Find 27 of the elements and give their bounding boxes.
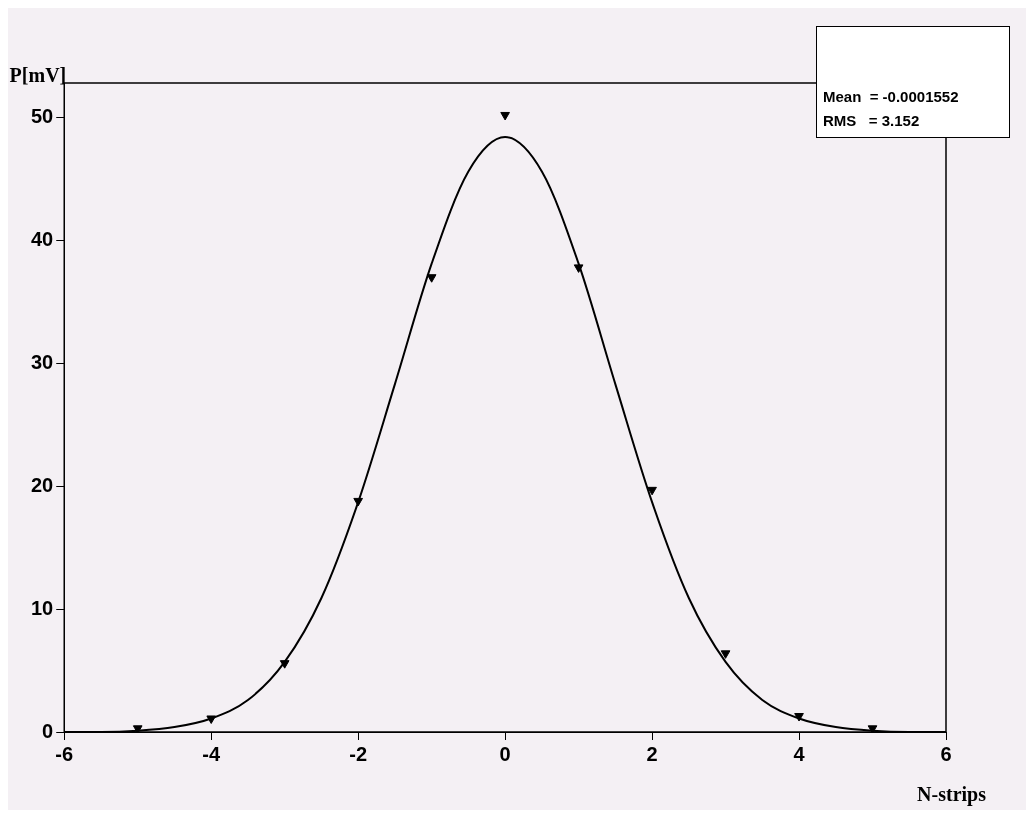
point bbox=[206, 715, 217, 724]
point bbox=[500, 111, 510, 121]
x-tick-label: 2 bbox=[646, 742, 658, 765]
point bbox=[426, 274, 437, 283]
y-tick-label: 30 bbox=[31, 350, 54, 373]
x-tick-label: 6 bbox=[940, 742, 952, 765]
x-tick-label: 0 bbox=[499, 742, 511, 765]
y-tick-label: 0 bbox=[42, 719, 54, 742]
point bbox=[279, 660, 290, 669]
x-axis-title: N-strips bbox=[917, 783, 987, 807]
point bbox=[353, 497, 363, 507]
point bbox=[794, 713, 804, 722]
stats-box: Mean = -0.0001552 RMS = 3.152 bbox=[816, 26, 1010, 138]
x-tick-label: 4 bbox=[793, 742, 806, 765]
x-tick-label: -6 bbox=[55, 742, 74, 765]
annotation: RMS = 3.152 bbox=[823, 111, 921, 131]
y-tick-label: 40 bbox=[31, 227, 54, 250]
point bbox=[647, 486, 657, 496]
point bbox=[573, 264, 584, 273]
point bbox=[720, 650, 731, 659]
y-tick-label: 20 bbox=[31, 473, 54, 496]
x-tick-label: -2 bbox=[349, 742, 368, 765]
y-axis-title: P[mV] bbox=[9, 64, 67, 87]
y-tick-label: 50 bbox=[31, 104, 54, 127]
x-tick-label: -4 bbox=[202, 742, 221, 765]
annotation: Mean = -0.0001552 bbox=[823, 87, 960, 107]
y-tick-label: 10 bbox=[31, 596, 54, 619]
